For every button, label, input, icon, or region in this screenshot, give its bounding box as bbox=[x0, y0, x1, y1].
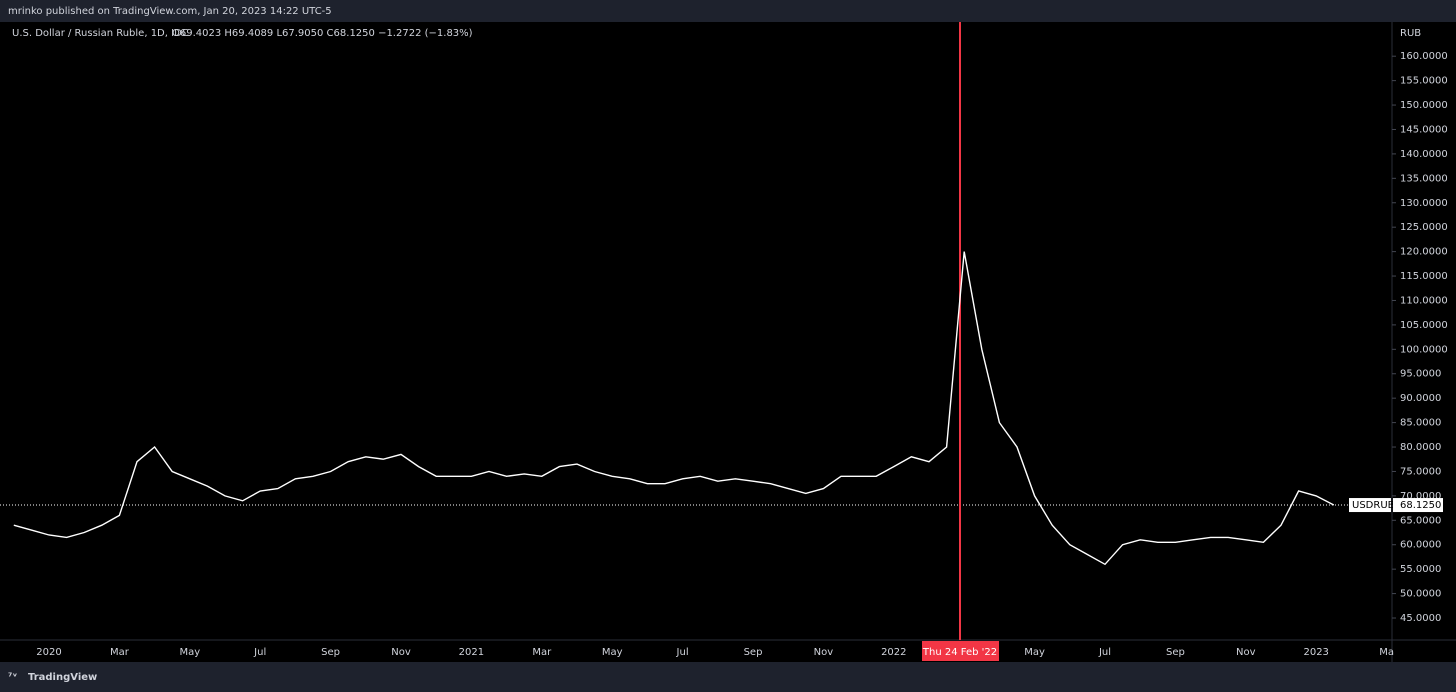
symbol-tag bbox=[1349, 498, 1391, 513]
y-tick-label: 155.0000 bbox=[1400, 76, 1448, 87]
y-tick-label: 150.0000 bbox=[1400, 100, 1448, 111]
y-tick-label: 55.0000 bbox=[1400, 564, 1441, 575]
x-tick-label: Jul bbox=[676, 647, 689, 658]
x-tick-label: Sep bbox=[321, 647, 340, 658]
x-tick-label: Nov bbox=[1236, 647, 1256, 658]
y-tick-label: 85.0000 bbox=[1400, 418, 1441, 429]
y-tick-label: 140.0000 bbox=[1400, 149, 1448, 160]
x-tick-label: May bbox=[602, 647, 623, 658]
x-tick-label: Sep bbox=[744, 647, 763, 658]
y-tick-label: 45.0000 bbox=[1400, 613, 1441, 624]
x-tick-label: Nov bbox=[814, 647, 834, 658]
y-tick-label: 60.0000 bbox=[1400, 540, 1441, 551]
y-tick-label: 65.0000 bbox=[1400, 515, 1441, 526]
x-tick-label: Jul bbox=[253, 647, 266, 658]
x-tick-label: Ma bbox=[1379, 647, 1394, 658]
publish-info: mrinko published on TradingView.com, Jan… bbox=[8, 6, 332, 17]
y-tick-label: 90.0000 bbox=[1400, 393, 1441, 404]
y-tick-label: 100.0000 bbox=[1400, 344, 1448, 355]
brand-logo: ⁷ᵛ bbox=[8, 672, 17, 683]
y-tick-label: 75.0000 bbox=[1400, 466, 1441, 477]
y-tick-label: 145.0000 bbox=[1400, 124, 1448, 135]
x-tick-label: May bbox=[179, 647, 200, 658]
y-tick-label: 125.0000 bbox=[1400, 222, 1448, 233]
x-tick-label: Mar bbox=[110, 647, 130, 658]
brand: TradingView bbox=[28, 672, 97, 683]
y-tick-label: 160.0000 bbox=[1400, 51, 1448, 62]
event-tag bbox=[922, 641, 999, 661]
x-tick-label: 2021 bbox=[459, 647, 484, 658]
y-tick-label: 130.0000 bbox=[1400, 198, 1448, 209]
y-tick-label: 50.0000 bbox=[1400, 589, 1441, 600]
y-tick-label: 105.0000 bbox=[1400, 320, 1448, 331]
x-tick-label: May bbox=[1024, 647, 1045, 658]
chart-pane bbox=[0, 22, 1456, 662]
price-line-series bbox=[13, 251, 1335, 566]
symbol-tag-label: USDRUB bbox=[1352, 500, 1395, 511]
event-label: Thu 24 Feb '22 bbox=[922, 647, 997, 658]
x-tick-label: Sep bbox=[1166, 647, 1185, 658]
y-tick-label: 110.0000 bbox=[1400, 295, 1448, 306]
y-unit: RUB bbox=[1400, 28, 1421, 39]
x-tick-label: Mar bbox=[532, 647, 552, 658]
chart-title: U.S. Dollar / Russian Ruble, 1D, IDC bbox=[12, 28, 189, 39]
y-tick-label: 120.0000 bbox=[1400, 247, 1448, 258]
price-tag bbox=[1393, 498, 1443, 513]
y-tick-label: 80.0000 bbox=[1400, 442, 1441, 453]
y-tick-label: 115.0000 bbox=[1400, 271, 1448, 282]
x-tick-label: 2023 bbox=[1303, 647, 1328, 658]
ohlc-legend: O69.4023 H69.4089 L67.9050 C68.1250 −1.2… bbox=[172, 28, 473, 39]
x-tick-label: 2022 bbox=[881, 647, 906, 658]
y-tick-label: 95.0000 bbox=[1400, 369, 1441, 380]
y-tick-label: 135.0000 bbox=[1400, 173, 1448, 184]
price-tag-label: 68.1250 bbox=[1400, 500, 1441, 511]
x-tick-label: 2020 bbox=[36, 647, 61, 658]
y-tick-label: 70.0000 bbox=[1400, 491, 1441, 502]
x-tick-label: Jul bbox=[1098, 647, 1111, 658]
x-tick-label: Nov bbox=[391, 647, 411, 658]
